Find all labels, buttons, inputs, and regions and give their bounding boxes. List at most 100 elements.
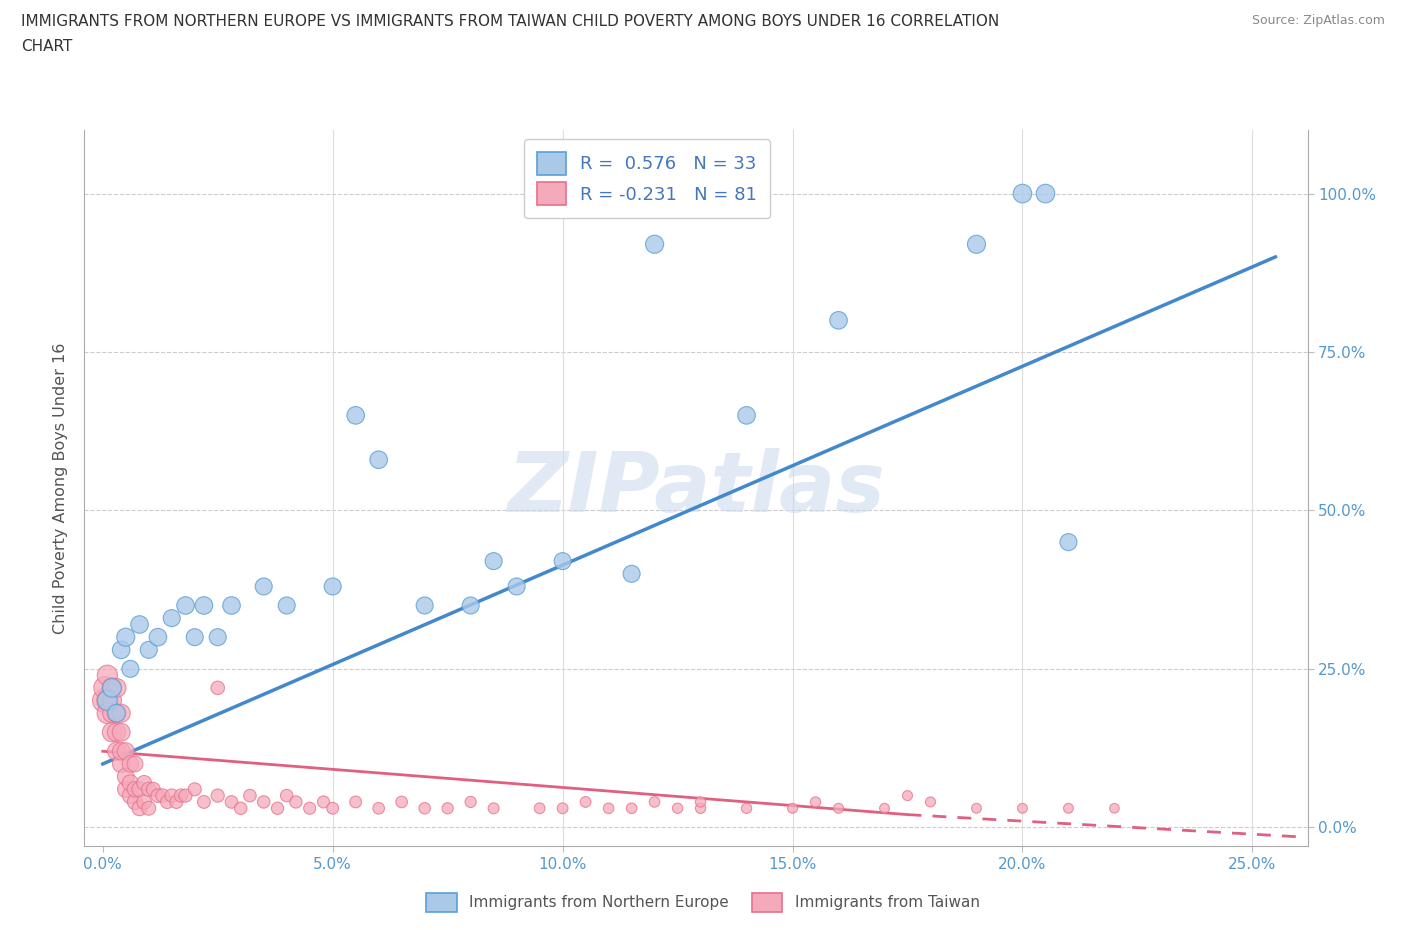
Point: [93, 693, 115, 708]
Point: [128, 801, 150, 816]
Point: [174, 788, 197, 803]
Point: [598, 801, 620, 816]
Point: [110, 744, 132, 759]
Point: [170, 788, 193, 803]
Point: [551, 553, 574, 568]
Point: [105, 681, 128, 696]
Point: [105, 706, 128, 721]
Point: [620, 801, 643, 816]
Point: [322, 801, 344, 816]
Point: [221, 598, 243, 613]
Point: [505, 579, 527, 594]
Point: [1011, 801, 1033, 816]
Point: [160, 788, 183, 803]
Point: [174, 598, 197, 613]
Point: [128, 782, 150, 797]
Point: [101, 724, 124, 739]
Point: [101, 706, 124, 721]
Text: Source: ZipAtlas.com: Source: ZipAtlas.com: [1251, 14, 1385, 27]
Point: [827, 312, 849, 327]
Point: [253, 794, 276, 809]
Point: [114, 630, 136, 644]
Point: [391, 794, 413, 809]
Point: [128, 618, 150, 632]
Point: [460, 598, 482, 613]
Point: [124, 794, 146, 809]
Point: [207, 681, 229, 696]
Point: [896, 788, 918, 803]
Point: [735, 408, 758, 423]
Point: [101, 681, 124, 696]
Point: [239, 788, 262, 803]
Point: [120, 776, 142, 790]
Point: [96, 706, 118, 721]
Text: CHART: CHART: [21, 39, 73, 54]
Point: [782, 801, 804, 816]
Point: [105, 706, 128, 721]
Point: [482, 553, 505, 568]
Point: [152, 788, 174, 803]
Point: [344, 794, 367, 809]
Point: [735, 801, 758, 816]
Point: [120, 756, 142, 771]
Point: [101, 681, 124, 696]
Point: [193, 794, 215, 809]
Point: [920, 794, 942, 809]
Point: [110, 643, 132, 658]
Legend: R =  0.576   N = 33, R = -0.231   N = 81: R = 0.576 N = 33, R = -0.231 N = 81: [524, 140, 769, 219]
Point: [110, 706, 132, 721]
Point: [110, 756, 132, 771]
Point: [96, 693, 118, 708]
Point: [138, 801, 160, 816]
Point: [114, 744, 136, 759]
Point: [160, 611, 183, 626]
Point: [413, 801, 436, 816]
Point: [165, 794, 187, 809]
Point: [253, 579, 276, 594]
Point: [124, 756, 146, 771]
Point: [266, 801, 288, 816]
Point: [1104, 801, 1126, 816]
Point: [276, 598, 298, 613]
Legend: Immigrants from Northern Europe, Immigrants from Taiwan: Immigrants from Northern Europe, Immigra…: [420, 887, 986, 918]
Point: [413, 598, 436, 613]
Point: [134, 776, 156, 790]
Point: [966, 801, 988, 816]
Point: [120, 661, 142, 676]
Point: [134, 794, 156, 809]
Point: [183, 782, 205, 797]
Point: [873, 801, 896, 816]
Point: [551, 801, 574, 816]
Point: [436, 801, 458, 816]
Point: [312, 794, 335, 809]
Point: [193, 598, 215, 613]
Point: [120, 788, 142, 803]
Point: [1011, 186, 1033, 201]
Point: [966, 237, 988, 252]
Point: [367, 452, 389, 467]
Point: [183, 630, 205, 644]
Point: [105, 744, 128, 759]
Point: [1057, 535, 1080, 550]
Point: [689, 794, 711, 809]
Point: [138, 643, 160, 658]
Point: [689, 801, 711, 816]
Point: [322, 579, 344, 594]
Point: [284, 794, 307, 809]
Point: [620, 566, 643, 581]
Point: [207, 788, 229, 803]
Point: [146, 630, 169, 644]
Point: [124, 782, 146, 797]
Point: [94, 681, 117, 696]
Point: [344, 408, 367, 423]
Point: [146, 788, 169, 803]
Point: [644, 794, 666, 809]
Point: [114, 769, 136, 784]
Point: [460, 794, 482, 809]
Point: [156, 794, 179, 809]
Point: [138, 782, 160, 797]
Point: [298, 801, 321, 816]
Point: [529, 801, 551, 816]
Point: [229, 801, 252, 816]
Point: [482, 801, 505, 816]
